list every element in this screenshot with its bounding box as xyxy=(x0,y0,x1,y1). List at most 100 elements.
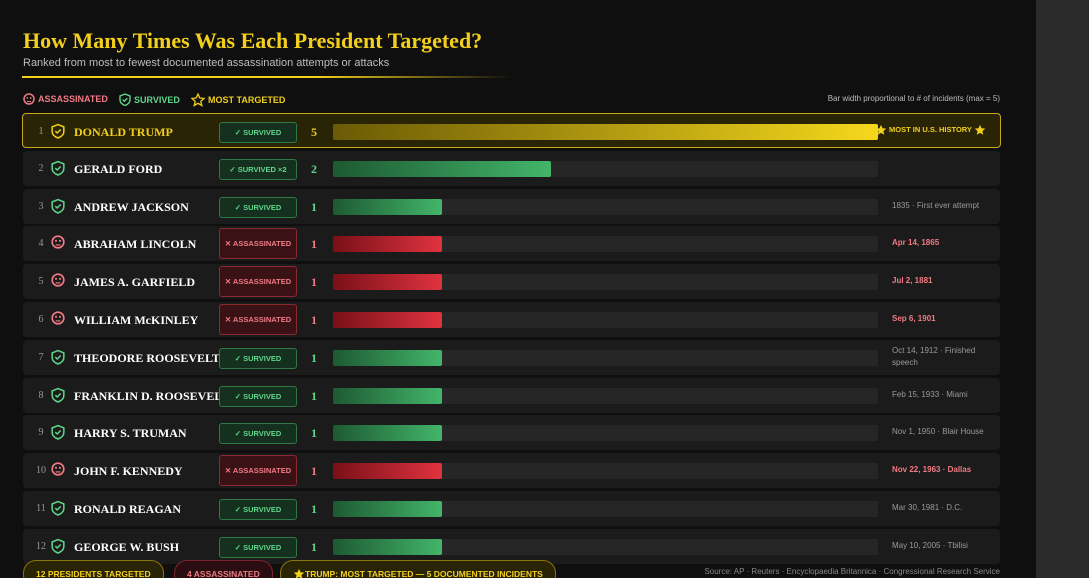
row: 2 GERALD FORD ✓ SURVIVED ×2 2 xyxy=(23,150,1000,186)
status-badge: ✓ SURVIVED xyxy=(219,536,297,558)
status-icon xyxy=(51,123,65,144)
count-label: 1 xyxy=(311,502,317,516)
incident-note: Nov 22, 1963 · Dallas xyxy=(892,465,972,475)
incident-note: Jul 2, 1881 xyxy=(892,276,933,286)
bar-track xyxy=(333,538,878,555)
bar-track xyxy=(333,274,878,291)
status-icon xyxy=(51,500,65,521)
status-badge: ✓ SURVIVED xyxy=(219,347,297,369)
incident-note: 1835 · First ever attempt xyxy=(892,200,980,210)
row: 6 WILLIAM McKINLEY ✕ ASSASSINATED 1 Sep 6, 1… xyxy=(23,302,1000,337)
count-label: 1 xyxy=(311,388,317,403)
legend-item: ASSASSINATED xyxy=(23,93,108,105)
status-icon xyxy=(51,160,65,181)
president-name: GERALD FORD xyxy=(74,161,163,176)
rank: 11 xyxy=(36,503,46,514)
status-badge: ✓ SURVIVED ×2 xyxy=(219,158,297,180)
bar xyxy=(333,463,442,480)
bar xyxy=(333,501,442,517)
rank: 7 xyxy=(38,351,44,363)
president-name: ANDREW JACKSON xyxy=(74,199,189,214)
count-label: 1 xyxy=(311,350,317,365)
status-badge: ✓ SURVIVED xyxy=(219,499,297,520)
incident-note: May 10, 2005 · Tbilisi xyxy=(892,540,968,550)
bar-track xyxy=(333,501,878,517)
bar xyxy=(333,425,442,442)
record-note: MOST IN U.S. HISTORY xyxy=(875,124,1000,136)
bar-track xyxy=(333,463,878,480)
rank: 3 xyxy=(38,200,44,212)
legend-label: ASSASSINATED xyxy=(38,94,108,104)
bar xyxy=(333,312,442,328)
status-icon xyxy=(51,311,65,330)
president-name: THEODORE ROOSEVELT xyxy=(74,350,220,365)
bar-track xyxy=(333,312,878,328)
rank: 10 xyxy=(36,465,46,477)
count-label: 1 xyxy=(311,199,317,214)
incident-note: Mar 30, 1981 · D.C. xyxy=(892,503,963,512)
president-name: GEORGE W. BUSH xyxy=(74,539,180,554)
status-icon xyxy=(51,424,65,445)
bar xyxy=(333,349,442,366)
status-icon xyxy=(51,538,65,559)
bar xyxy=(333,538,442,555)
status-icon xyxy=(51,387,65,408)
rank: 1 xyxy=(38,126,44,137)
status-badge: ✕ ASSASSINATED xyxy=(219,266,297,298)
rank: 4 xyxy=(38,238,44,250)
count-label: 2 xyxy=(311,161,317,176)
row: 7 THEODORE ROOSEVELT ✓ SURVIVED 1 Oct 14, 19… xyxy=(23,339,1000,375)
legend-label: SURVIVED xyxy=(134,94,180,105)
row: 10 JOHN F. KENNEDY ✕ ASSASSINATED 1 Nov 22, … xyxy=(23,453,1000,489)
panel: How Many Times Was Each President Target… xyxy=(0,0,1036,578)
status-icon xyxy=(51,462,65,481)
status-badge: ✓ SURVIVED xyxy=(219,423,297,445)
incident-note: Sep 6, 1901 xyxy=(892,314,936,323)
rank: 2 xyxy=(38,162,44,174)
status-icon xyxy=(51,198,65,219)
bar-track xyxy=(333,349,878,366)
rank: 8 xyxy=(38,389,44,401)
president-name: WILLIAM McKINLEY xyxy=(74,313,199,327)
count-label: 1 xyxy=(311,426,317,441)
count-label: 1 xyxy=(311,464,317,479)
bar-track xyxy=(333,124,878,140)
count-label: 1 xyxy=(311,275,317,290)
status-icon xyxy=(51,273,65,292)
summary-pill: 12 PRESIDENTS TARGETED xyxy=(23,560,164,578)
title-rule xyxy=(22,76,512,78)
status-badge: ✕ ASSASSINATED xyxy=(219,304,297,335)
incident-note: Feb 15, 1933 · Miami xyxy=(892,389,968,399)
president-name: JAMES A. GARFIELD xyxy=(74,275,196,290)
bar xyxy=(333,236,442,253)
incident-note: Nov 1, 1950 · Blair House xyxy=(892,427,984,437)
status-badge: ✓ SURVIVED xyxy=(219,122,297,143)
row: 3 ANDREW JACKSON ✓ SURVIVED 1 1835 · First e… xyxy=(23,188,1000,224)
count-label: 5 xyxy=(311,125,317,139)
rank: 6 xyxy=(38,314,44,325)
legend-item: SURVIVED xyxy=(119,93,180,106)
legend-note: Bar width proportional to # of incidents… xyxy=(827,94,1000,103)
legend-item: MOST TARGETED xyxy=(191,93,285,107)
incident-note: Apr 14, 1865 xyxy=(892,238,940,248)
president-name: DONALD TRUMP xyxy=(74,125,173,139)
row: 8 FRANKLIN D. ROOSEVELT ✓ SURVIVED 1 Feb 15,… xyxy=(23,377,1000,413)
row: 12 GEORGE W. BUSH ✓ SURVIVED 1 May 10, 2005 … xyxy=(23,528,1000,564)
summary-pill: TRUMP: MOST TARGETED — 5 DOCUMENTED INCI… xyxy=(280,560,556,578)
bar xyxy=(333,387,442,404)
president-name: FRANKLIN D. ROOSEVELT xyxy=(74,388,230,403)
rank: 9 xyxy=(38,427,44,439)
source: Source: AP · Reuters · Encyclopaedia Bri… xyxy=(704,567,1000,576)
rank: 5 xyxy=(38,276,44,288)
status-badge: ✓ SURVIVED xyxy=(219,196,297,218)
president-name: JOHN F. KENNEDY xyxy=(74,464,183,479)
status-icon xyxy=(51,235,65,254)
status-badge: ✕ ASSASSINATED xyxy=(219,455,297,487)
row: 9 HARRY S. TRUMAN ✓ SURVIVED 1 Nov 1, 1950 ·… xyxy=(23,415,1000,451)
count-label: 1 xyxy=(311,313,317,327)
bar xyxy=(333,124,878,140)
status-icon xyxy=(51,349,65,370)
bar xyxy=(333,160,551,177)
incident-note: Oct 14, 1912 · Finished speech xyxy=(892,345,976,367)
